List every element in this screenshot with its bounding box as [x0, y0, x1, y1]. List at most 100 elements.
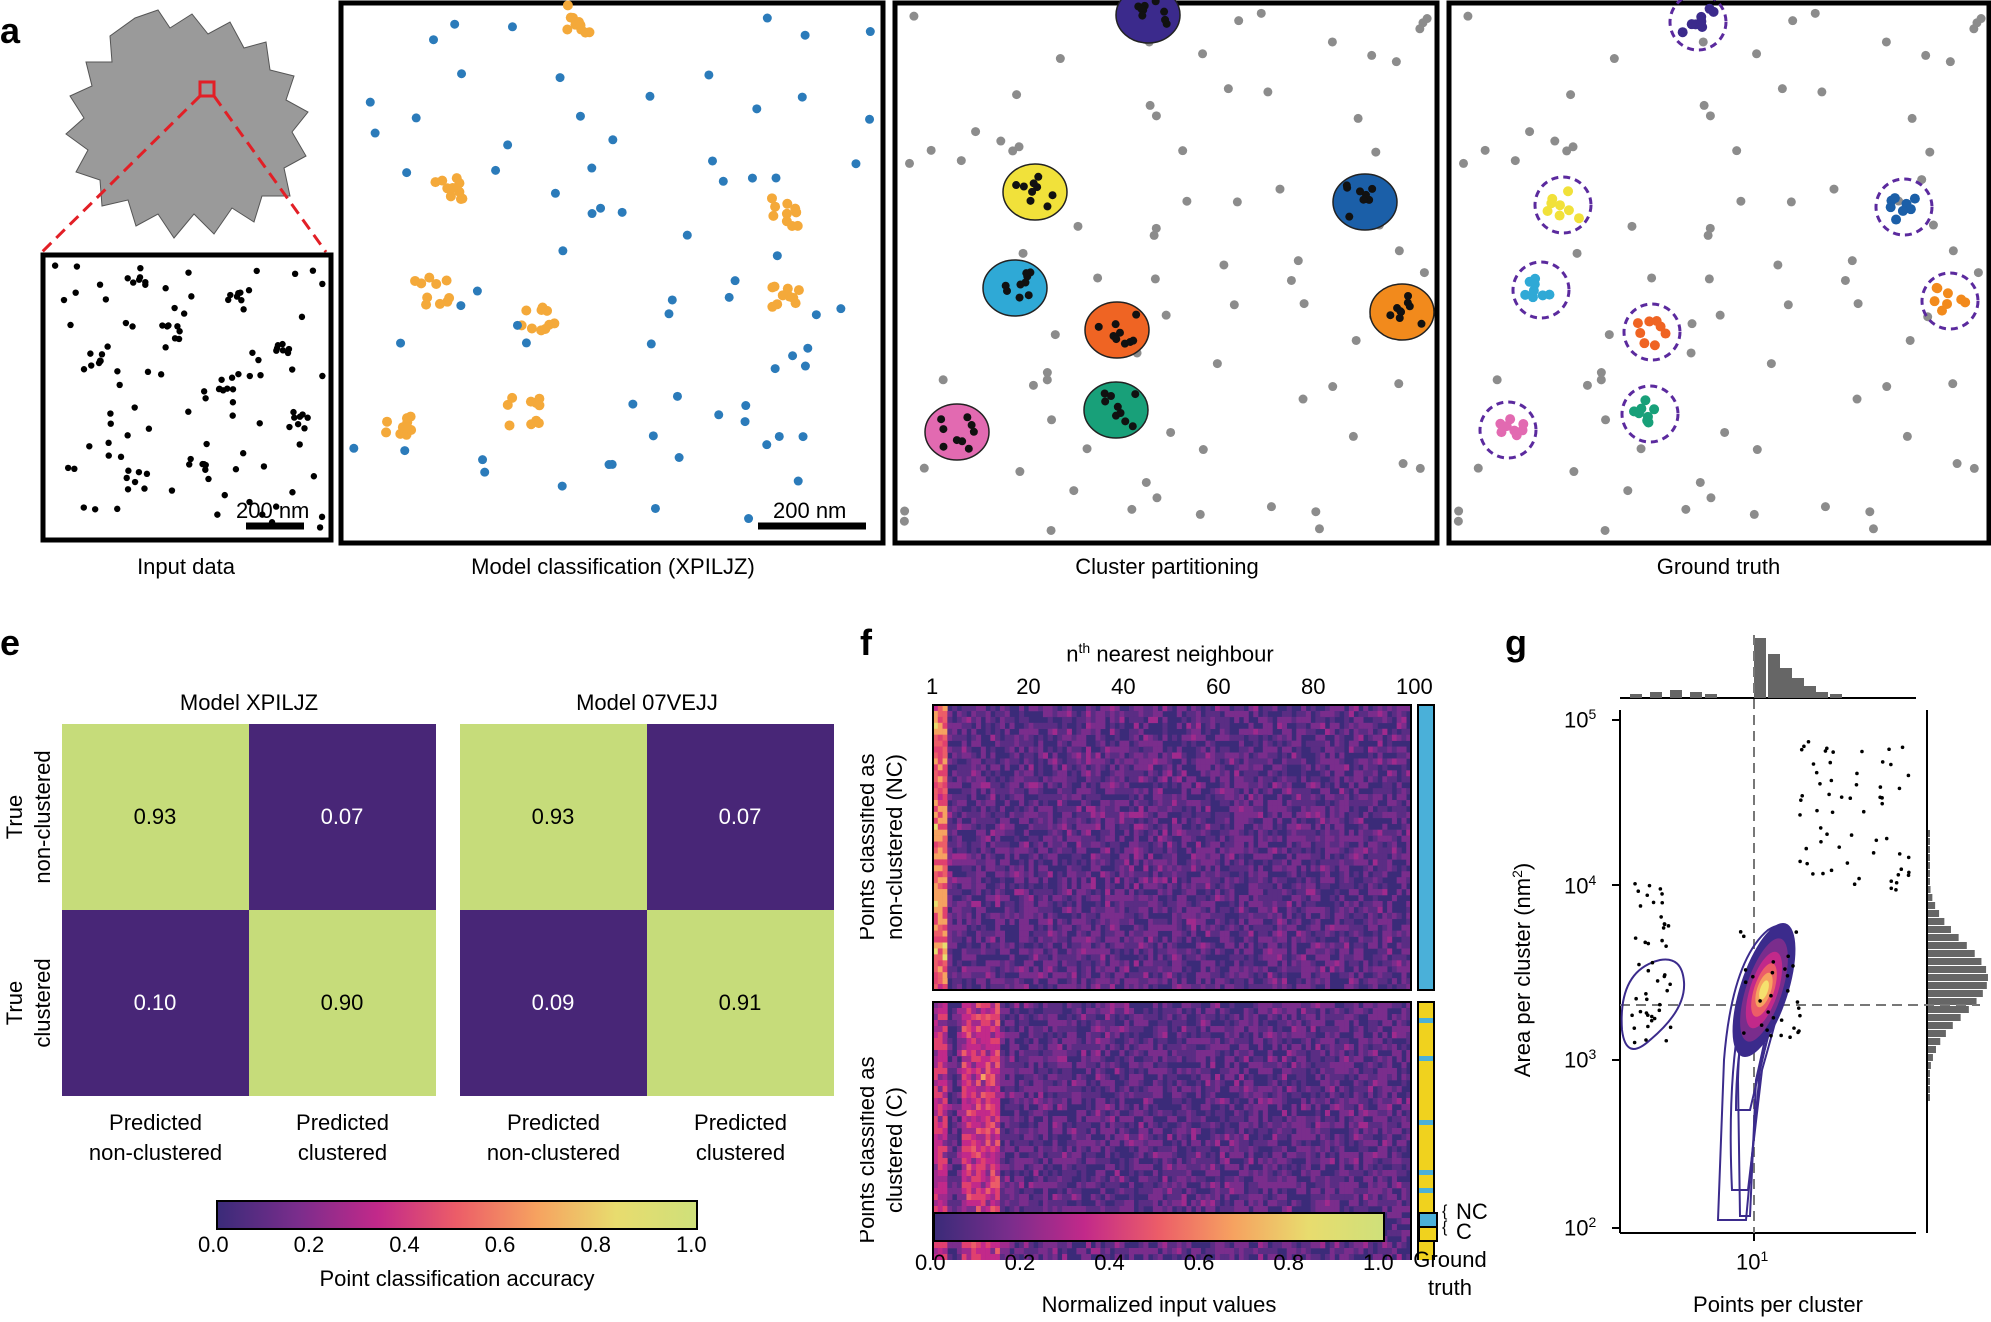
heat-cell: [990, 853, 996, 860]
heat-cell: [1262, 1032, 1268, 1039]
heat-cell: [1004, 1068, 1010, 1075]
heat-cell: [1033, 1002, 1039, 1009]
heat-cell: [1353, 740, 1359, 747]
heat-cell: [995, 1044, 1001, 1051]
heat-cell: [1014, 853, 1020, 860]
heat-cell: [1406, 1014, 1412, 1021]
heat-cell: [1085, 918, 1092, 925]
heat-cell: [1296, 1062, 1302, 1069]
heat-cell: [1143, 722, 1149, 730]
non-clustered-point: [396, 338, 406, 348]
heat-cell: [1219, 930, 1225, 937]
heat-cell: [1105, 948, 1111, 955]
heat-cell: [1396, 912, 1402, 920]
background-point: [1229, 300, 1239, 310]
heat-cell: [1038, 1086, 1044, 1093]
heat-cell: [1210, 752, 1216, 759]
heat-cell: [1195, 758, 1201, 765]
heat-cell: [1258, 895, 1264, 902]
nn-tick: 60: [1206, 674, 1231, 699]
heat-cell: [1301, 871, 1307, 878]
heat-cell: [1052, 1062, 1058, 1069]
heat-cell: [1286, 1002, 1292, 1009]
heat-cell: [933, 889, 939, 896]
heat-cell: [1329, 776, 1335, 783]
heat-cell: [1009, 984, 1015, 991]
heat-cell: [1105, 1062, 1111, 1069]
heat-cell: [1310, 900, 1316, 908]
heat-cell: [956, 1080, 962, 1087]
clustered-point: [782, 198, 793, 209]
heat-cell: [1042, 954, 1049, 961]
heat-cell: [1028, 1068, 1034, 1075]
heat-cell: [1019, 705, 1025, 712]
input-point: [200, 388, 208, 395]
heat-cell: [1238, 966, 1244, 973]
heat-cell: [985, 716, 991, 724]
heat-cell: [1324, 746, 1331, 753]
heat-cell: [1148, 1038, 1154, 1045]
heat-cell: [985, 900, 991, 908]
heat-cell: [1066, 1032, 1072, 1039]
matrix-cell-value: 0.90: [321, 990, 364, 1015]
heat-cell: [1119, 960, 1125, 967]
heat-cell: [1234, 841, 1240, 848]
heat-cell: [999, 1068, 1005, 1075]
heat-cell: [1157, 788, 1163, 795]
heat-cell: [1391, 1014, 1397, 1021]
heat-cell: [1128, 978, 1135, 985]
background-point: [1852, 394, 1862, 404]
heat-cell: [980, 1026, 986, 1033]
heat-cell: [995, 1062, 1001, 1069]
heat-cell: [1253, 794, 1259, 801]
background-point: [1525, 127, 1535, 137]
background-point: [1686, 348, 1696, 358]
heat-cell: [1238, 829, 1244, 836]
heat-cell: [933, 1062, 939, 1069]
input-point: [114, 505, 121, 513]
heat-cell: [1105, 776, 1111, 783]
heat-cell: [1219, 1068, 1225, 1075]
heat-cell: [1382, 966, 1388, 973]
heat-cell: [1238, 782, 1244, 789]
heat-cell: [1339, 1014, 1345, 1021]
heat-cell: [1095, 770, 1101, 777]
heat-cell: [1281, 788, 1288, 795]
heat-cell: [1377, 1068, 1383, 1075]
heat-cell: [999, 1038, 1005, 1045]
heat-cell: [1157, 710, 1163, 718]
heat-cell: [1148, 811, 1154, 819]
heat-cell: [961, 877, 967, 884]
heat-cell: [1119, 853, 1125, 860]
heat-cell: [1348, 889, 1354, 896]
heat-cell: [1391, 817, 1397, 825]
heat-cell: [1066, 871, 1072, 878]
matrix-cell-value: 0.07: [719, 804, 762, 829]
heat-cell: [1267, 889, 1273, 896]
clustered-point: [381, 427, 392, 438]
cluster-point: [1115, 328, 1124, 337]
heat-cell: [1334, 794, 1340, 801]
heat-cell: [1014, 788, 1020, 795]
cluster-point: [1048, 191, 1057, 200]
heat-cell: [990, 805, 996, 813]
heat-cell: [1377, 805, 1383, 813]
heat-cell: [1143, 906, 1149, 914]
heat-cell: [1114, 800, 1120, 807]
heat-cell: [1387, 800, 1393, 807]
heat-cell: [1339, 1074, 1345, 1081]
heat-cell: [1009, 1092, 1015, 1099]
heat-cell: [1124, 859, 1130, 866]
heat-cell: [966, 942, 972, 949]
heat-cell: [1406, 776, 1412, 783]
heat-cell: [1277, 912, 1283, 920]
heat-cell: [1124, 978, 1130, 985]
heat-cell: [980, 924, 986, 931]
heat-cell: [1324, 1056, 1331, 1063]
heat-cell: [1377, 918, 1383, 925]
heat-cell: [1396, 800, 1402, 807]
heat-cell: [1215, 1026, 1221, 1033]
heat-cell: [1119, 1086, 1125, 1093]
heat-cell: [1009, 752, 1015, 759]
heat-cell: [1286, 906, 1292, 914]
